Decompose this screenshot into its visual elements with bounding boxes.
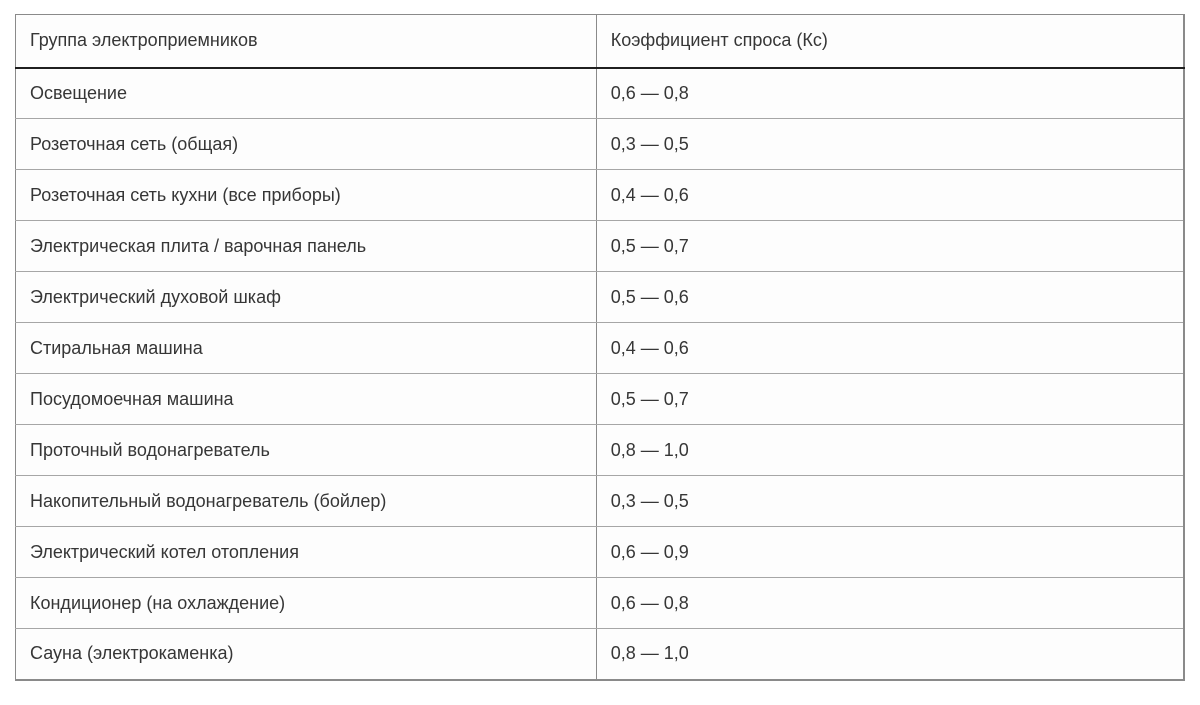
- group-cell: Накопительный водонагреватель (бойлер): [15, 475, 597, 527]
- coefficient-cell: 0,5 — 0,6: [595, 271, 1184, 323]
- table-row: Кондиционер (на охлаждение) 0,6 — 0,8: [15, 577, 1184, 629]
- column-header-coefficient: Коэффициент спроса (Кс): [595, 14, 1184, 69]
- coefficient-cell: 0,4 — 0,6: [595, 322, 1184, 374]
- group-cell: Стиральная машина: [15, 322, 597, 374]
- table-row: Электрический духовой шкаф 0,5 — 0,6: [15, 271, 1184, 323]
- group-cell: Электрический духовой шкаф: [15, 271, 597, 323]
- group-cell: Проточный водонагреватель: [15, 424, 597, 476]
- table-row: Розеточная сеть кухни (все приборы) 0,4 …: [15, 169, 1184, 221]
- coefficient-cell: 0,3 — 0,5: [595, 118, 1184, 170]
- coefficient-cell: 0,4 — 0,6: [595, 169, 1184, 221]
- coefficient-cell: 0,5 — 0,7: [595, 373, 1184, 425]
- table-row: Сауна (электрокаменка) 0,8 — 1,0: [16, 628, 1184, 680]
- coefficient-cell: 0,8 — 1,0: [595, 424, 1184, 476]
- group-cell: Электрическая плита / варочная панель: [15, 220, 597, 272]
- coefficient-cell: 0,6 — 0,8: [595, 67, 1184, 119]
- table-header: Группа электроприемников Коэффициент спр…: [15, 14, 1184, 69]
- group-cell: Электрический котел отопления: [15, 526, 597, 578]
- coefficient-cell: 0,6 — 0,9: [595, 526, 1184, 578]
- table-body: Освещение 0,6 — 0,8 Розеточная сеть (общ…: [15, 67, 1184, 680]
- column-header-group: Группа электроприемников: [15, 14, 597, 69]
- group-cell: Розеточная сеть кухни (все приборы): [15, 169, 597, 221]
- header-row: Группа электроприемников Коэффициент спр…: [15, 14, 1184, 69]
- group-cell: Сауна (электрокаменка): [30, 643, 234, 664]
- table-row: Посудомоечная машина 0,5 — 0,7: [15, 373, 1184, 425]
- coefficient-cell: 0,5 — 0,7: [595, 220, 1184, 272]
- demand-coefficient-table: Группа электроприемников Коэффициент спр…: [15, 14, 1185, 681]
- group-cell: Розеточная сеть (общая): [15, 118, 597, 170]
- table-row: Электрический котел отопления 0,6 — 0,9: [15, 526, 1184, 578]
- coefficient-cell: 0,3 — 0,5: [595, 475, 1184, 527]
- table-row: Проточный водонагреватель 0,8 — 1,0: [15, 424, 1184, 476]
- table-row: Накопительный водонагреватель (бойлер) 0…: [15, 475, 1184, 527]
- coefficient-cell: 0,6 — 0,8: [595, 577, 1184, 629]
- group-cell: Кондиционер (на охлаждение): [15, 577, 597, 629]
- table-row: Освещение 0,6 — 0,8: [15, 67, 1184, 119]
- coefficient-cell: 0,8 — 1,0: [595, 628, 1184, 680]
- group-cell: Посудомоечная машина: [15, 373, 597, 425]
- group-cell: Освещение: [15, 67, 597, 119]
- table-row: Электрическая плита / варочная панель 0,…: [15, 220, 1184, 272]
- table-row: Розеточная сеть (общая) 0,3 — 0,5: [15, 118, 1184, 170]
- table-row: Стиральная машина 0,4 — 0,6: [15, 322, 1184, 374]
